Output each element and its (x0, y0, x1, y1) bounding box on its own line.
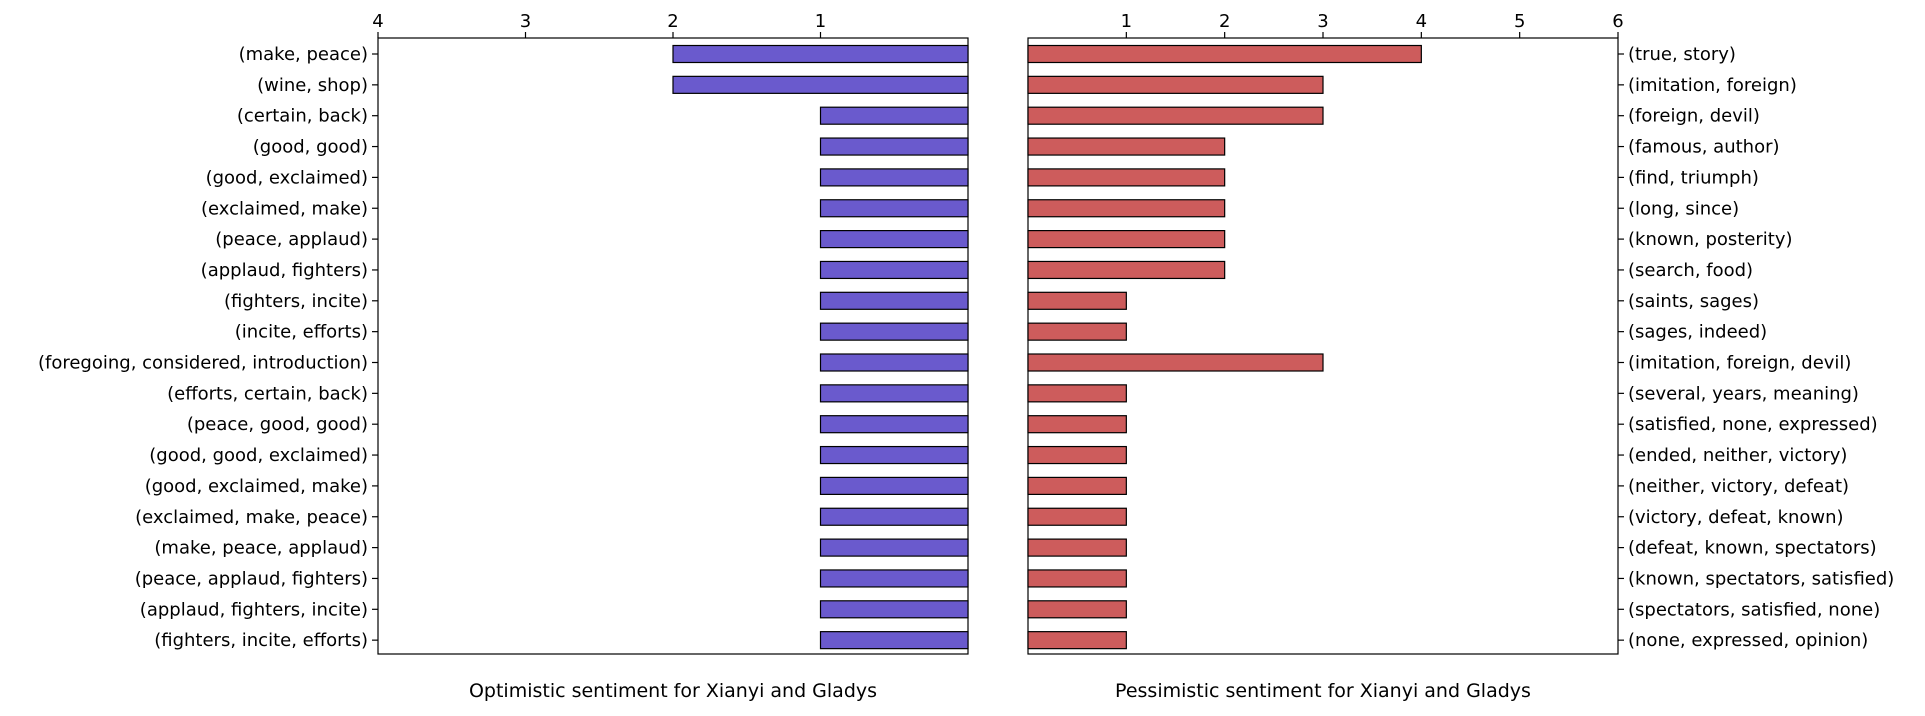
pessimistic-panel: 1 2 3 4 5 6(true, story) (imitation, foreign) (… (1027, 11, 1894, 702)
pessimistic-bar (1027, 538, 1127, 557)
pessimistic-bar (1027, 445, 1127, 465)
pessimistic-bar (1027, 137, 1226, 156)
optimistic-axes-frame (377, 37, 969, 655)
pessimistic-bar (1027, 168, 1226, 187)
pessimistic-category-label: (victory, defeat, known) (1628, 507, 1844, 528)
pessimistic-bar (1027, 199, 1226, 218)
optimistic-bar (819, 230, 969, 249)
optimistic-category-label: (fighters, incite, efforts) (154, 630, 368, 651)
optimistic-bar (819, 106, 969, 125)
optimistic-bar (819, 631, 969, 650)
optimistic-bar (819, 507, 969, 526)
pessimistic-bar (1027, 75, 1324, 94)
optimistic-bar (819, 291, 969, 310)
pessimistic-bar (1027, 322, 1127, 341)
optimistic-category-label: (peace, applaud, fighters) (135, 568, 368, 589)
pessimistic-x-tick-label: 6 (1612, 11, 1623, 32)
pessimistic-bar (1027, 106, 1324, 125)
pessimistic-category-label: (saints, sages) (1628, 291, 1759, 312)
optimistic-category-label: (certain, back) (237, 106, 368, 127)
optimistic-x-tick-label: 1 (815, 11, 826, 32)
pessimistic-bar (1027, 260, 1226, 280)
pessimistic-bar (1027, 507, 1127, 526)
optimistic-bar (819, 260, 969, 280)
pessimistic-category-label: (true, story) (1628, 44, 1736, 65)
optimistic-x-tick-label: 2 (667, 11, 678, 32)
pessimistic-category-label: (ended, neither, victory) (1628, 445, 1847, 466)
optimistic-x-axis-label: Optimistic sentiment for Xianyi and Glad… (469, 680, 877, 702)
pessimistic-x-tick-label: 5 (1514, 11, 1525, 32)
pessimistic-bar (1027, 230, 1226, 249)
optimistic-category-label: (good, good) (253, 137, 368, 158)
pessimistic-category-label: (sages, indeed) (1628, 322, 1767, 343)
optimistic-category-label: (wine, shop) (257, 75, 368, 96)
pessimistic-category-label: (imitation, foreign) (1628, 75, 1797, 96)
optimistic-x-tick-label: 3 (520, 11, 531, 32)
pessimistic-category-label: (known, posterity) (1628, 229, 1793, 250)
optimistic-category-label: (make, peace, applaud) (154, 538, 368, 559)
optimistic-bar (819, 168, 969, 187)
pessimistic-category-label: (spectators, satisfied, none) (1628, 599, 1880, 620)
optimistic-category-label: (peace, good, good) (187, 414, 368, 435)
optimistic-category-label: (applaud, fighters) (201, 260, 368, 281)
optimistic-bar (819, 569, 969, 588)
optimistic-category-label: (applaud, fighters, incite) (140, 599, 368, 620)
pessimistic-category-label: (neither, victory, defeat) (1628, 476, 1849, 497)
optimistic-bar (819, 353, 969, 372)
optimistic-bar (819, 476, 969, 495)
optimistic-category-label: (good, exclaimed) (206, 167, 368, 188)
pessimistic-x-tick-label: 2 (1219, 11, 1230, 32)
pessimistic-category-label: (foreign, devil) (1628, 106, 1760, 127)
pessimistic-bar (1027, 415, 1127, 434)
optimistic-category-label: (good, exclaimed, make) (145, 476, 368, 497)
optimistic-bar (819, 199, 969, 218)
pessimistic-bar (1027, 353, 1324, 372)
optimistic-category-label: (make, peace) (239, 44, 368, 65)
pessimistic-category-label: (satisfied, none, expressed) (1628, 414, 1878, 435)
optimistic-category-label: (efforts, certain, back) (167, 383, 368, 404)
pessimistic-bar (1027, 569, 1127, 588)
pessimistic-category-label: (defeat, known, spectators) (1628, 538, 1877, 559)
pessimistic-axes-frame (1027, 37, 1619, 655)
optimistic-bar (672, 44, 969, 64)
optimistic-category-label: (peace, applaud) (215, 229, 368, 250)
pessimistic-x-tick-label: 4 (1416, 11, 1427, 32)
pessimistic-category-label: (none, expressed, opinion) (1628, 630, 1868, 651)
pessimistic-bar (1027, 291, 1127, 310)
optimistic-category-label: (incite, efforts) (235, 322, 368, 343)
optimistic-panel: 4 3 2 1 (make, peace) (wine, shop) (certain, b… (38, 11, 969, 702)
optimistic-bar (819, 384, 969, 403)
pessimistic-category-label: (long, since) (1628, 198, 1739, 219)
optimistic-bar (819, 445, 969, 465)
optimistic-bar (819, 137, 969, 156)
optimistic-bar (819, 322, 969, 341)
optimistic-category-label: (exclaimed, make) (201, 198, 368, 219)
optimistic-bar (819, 600, 969, 619)
optimistic-bar (819, 415, 969, 434)
pessimistic-category-label: (known, spectators, satisfied) (1628, 568, 1894, 589)
pessimistic-bar (1027, 631, 1127, 650)
pessimistic-category-label: (search, food) (1628, 260, 1753, 281)
pessimistic-category-label: (find, triumph) (1628, 167, 1759, 188)
optimistic-x-tick-label: 4 (372, 11, 383, 32)
pessimistic-bar (1027, 476, 1127, 495)
optimistic-category-label: (good, good, exclaimed) (149, 445, 368, 466)
pessimistic-bar (1027, 600, 1127, 619)
pessimistic-category-label: (imitation, foreign, devil) (1628, 353, 1851, 374)
pessimistic-category-label: (famous, author) (1628, 137, 1780, 158)
optimistic-category-label: (fighters, incite) (224, 291, 368, 312)
optimistic-bar (819, 538, 969, 557)
optimistic-category-label: (foregoing, considered, introduction) (38, 353, 368, 374)
pessimistic-bar (1027, 44, 1422, 64)
optimistic-category-label: (exclaimed, make, peace) (135, 507, 368, 528)
pessimistic-bar (1027, 384, 1127, 403)
pessimistic-x-tick-label: 3 (1317, 11, 1328, 32)
pessimistic-x-tick-label: 1 (1121, 11, 1132, 32)
pessimistic-category-label: (several, years, meaning) (1628, 383, 1859, 404)
optimistic-bar (672, 75, 969, 94)
pessimistic-x-axis-label: Pessimistic sentiment for Xianyi and Gla… (1115, 680, 1531, 702)
